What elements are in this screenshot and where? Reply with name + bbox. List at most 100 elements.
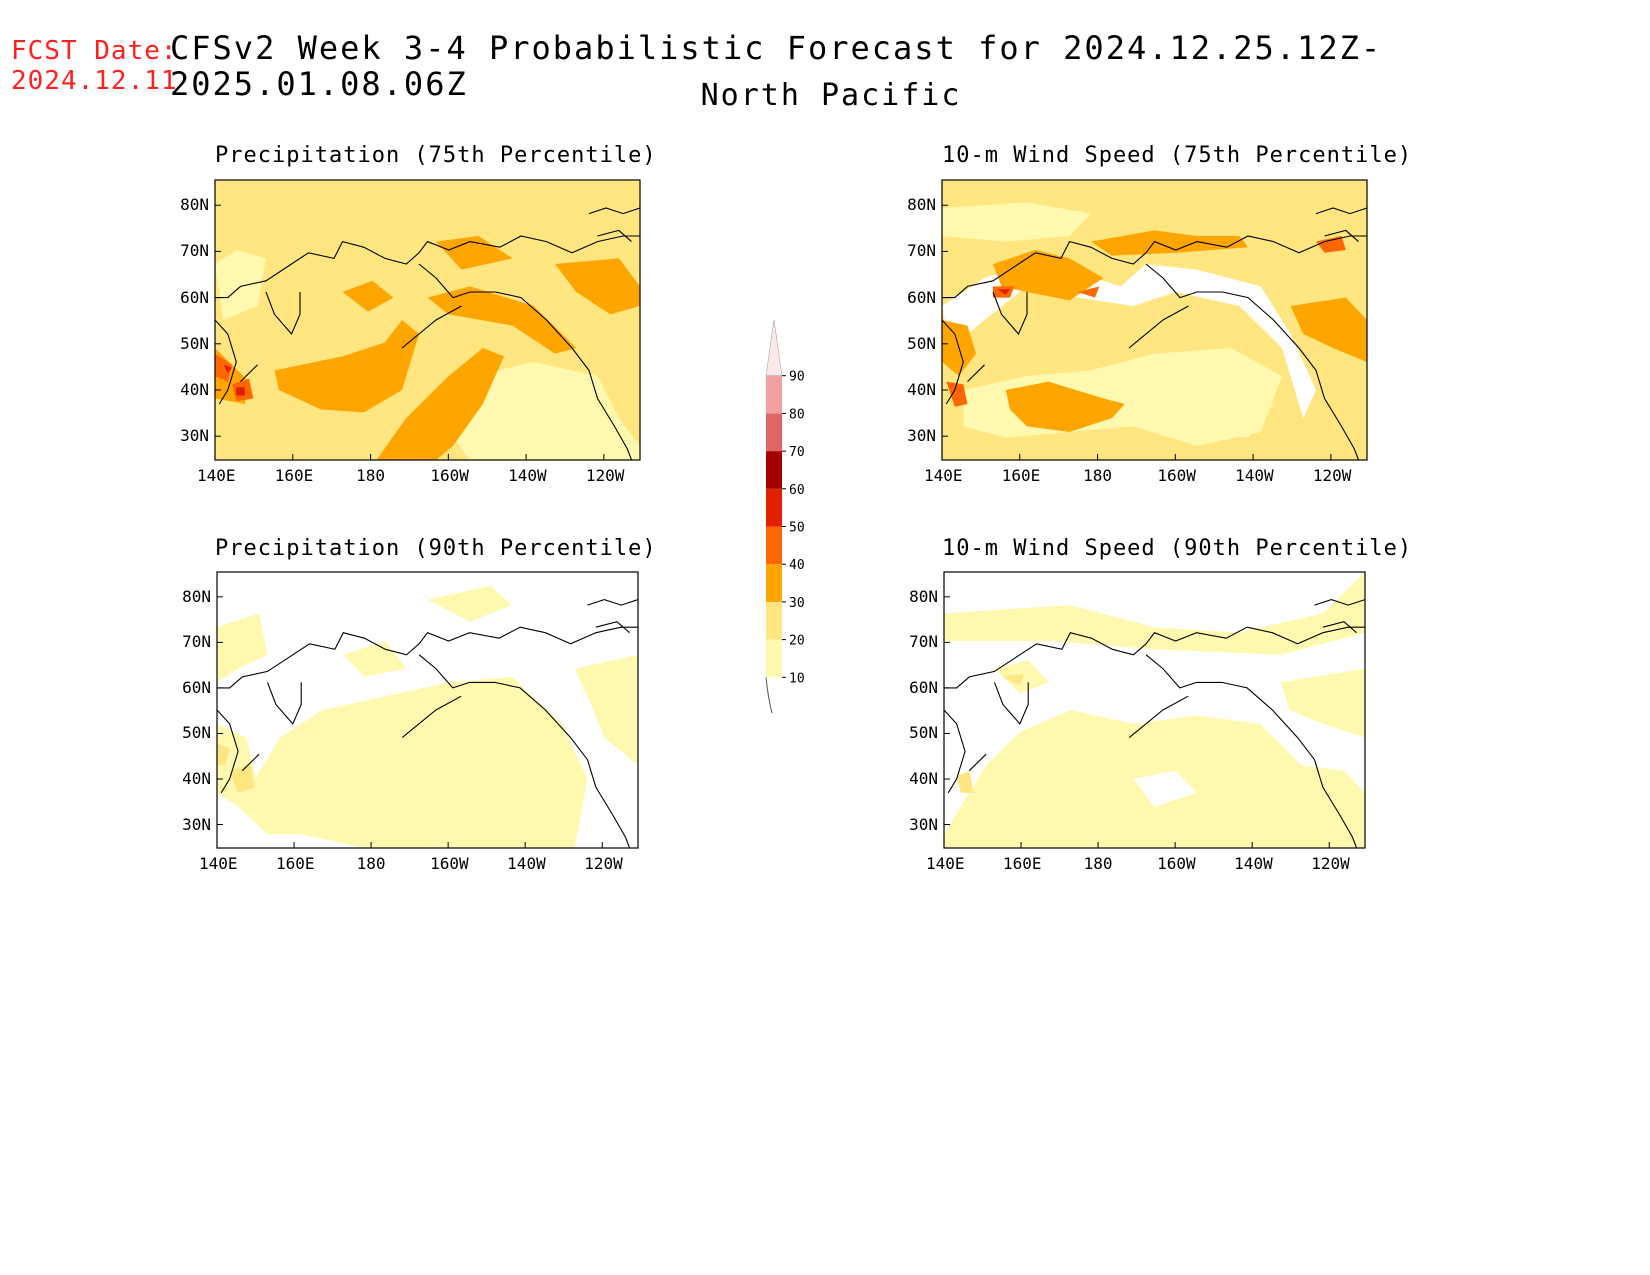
- contour-region: [942, 202, 1091, 242]
- lon-tick-label: 140E: [199, 854, 238, 873]
- lon-tick-label: 180: [356, 854, 386, 873]
- lat-tick-label: 30N: [907, 426, 936, 446]
- panel-title-wind90: 10-m Wind Speed (90th Percentile): [942, 536, 1413, 561]
- contour-region: [1205, 381, 1274, 438]
- lat-tick-label: 70N: [907, 241, 936, 261]
- region-label: North Pacific: [700, 78, 962, 113]
- contour-region: [555, 258, 640, 315]
- lat-tick-label: 50N: [180, 333, 209, 353]
- lon-tick-label: 140E: [924, 466, 963, 485]
- lon-tick-label: 120W: [1312, 466, 1352, 485]
- lon-tick-label: 180: [1083, 466, 1112, 485]
- contour-region: [343, 641, 407, 677]
- contour-region: [1133, 770, 1197, 807]
- coastline: [968, 753, 987, 772]
- colorbar-label: 50: [789, 521, 805, 536]
- colorbar-segment: [765, 319, 783, 376]
- coastline: [943, 709, 966, 794]
- contour-region: [1005, 381, 1125, 432]
- colorbar-segment: [766, 564, 782, 602]
- coastline: [1315, 207, 1368, 215]
- lat-tick-label: 50N: [907, 333, 936, 353]
- lat-tick-label: 40N: [180, 380, 209, 399]
- coastline: [1128, 305, 1189, 349]
- colorbar-label: 80: [789, 407, 805, 422]
- region-subtitle: North Pacific: [0, 78, 1650, 113]
- coastline: [1128, 695, 1189, 739]
- colorbar-label: 30: [789, 596, 805, 611]
- coastline: [595, 621, 630, 634]
- coastline: [967, 364, 985, 382]
- contour-region: [1002, 674, 1024, 686]
- contour-region: [944, 572, 1365, 655]
- lon-tick-label: 160E: [1003, 854, 1042, 873]
- panel-title-precip90: Precipitation (90th Percentile): [215, 536, 657, 561]
- lat-tick-label: 70N: [909, 632, 938, 652]
- coastline: [992, 291, 1028, 336]
- lat-tick-label: 80N: [180, 195, 209, 215]
- lon-tick-label: 140E: [197, 466, 236, 485]
- coastline: [418, 263, 633, 461]
- contour-region: [942, 264, 1316, 418]
- coastline: [240, 364, 258, 382]
- lat-tick-label: 30N: [909, 814, 938, 834]
- contour-region: [1280, 668, 1365, 738]
- colorbar-label: 10: [789, 671, 805, 686]
- lon-tick-label: 120W: [585, 466, 625, 485]
- coastline: [597, 229, 632, 243]
- lon-tick-label: 160E: [274, 466, 314, 485]
- precip75-map: [214, 179, 641, 461]
- colorbar-segment: [766, 601, 782, 640]
- contour-region: [223, 364, 232, 374]
- contour-region: [229, 765, 255, 793]
- colorbar-label: 40: [789, 558, 805, 573]
- lon-tick-label: 140W: [507, 854, 546, 873]
- colorbar-segment: [766, 526, 782, 565]
- lat-tick-label: 60N: [182, 677, 211, 697]
- colorbar-label: 60: [789, 483, 805, 498]
- contour-region: [956, 770, 974, 793]
- coastline: [588, 207, 641, 215]
- coastline: [1145, 654, 1358, 849]
- lat-tick-label: 70N: [180, 241, 209, 261]
- coastline: [1324, 229, 1359, 243]
- contour-region: [946, 381, 968, 407]
- contour-region: [427, 585, 512, 622]
- lat-tick-label: 70N: [182, 632, 211, 652]
- coastline: [941, 319, 964, 405]
- contour-region: [217, 743, 230, 766]
- contour-region: [427, 286, 577, 354]
- map-frame: [943, 571, 1366, 849]
- coastline: [215, 235, 640, 299]
- map-frame: [941, 179, 1368, 461]
- lat-tick-label: 60N: [907, 287, 936, 307]
- panel-title-precip75: Precipitation (75th Percentile): [215, 143, 657, 168]
- coastline: [401, 305, 462, 349]
- colorbar-segment: [766, 375, 782, 414]
- lon-tick-label: 160W: [430, 466, 469, 485]
- lon-tick-label: 140W: [1235, 466, 1274, 485]
- contour-region: [217, 613, 268, 683]
- lat-tick-label: 80N: [909, 586, 938, 606]
- coastline: [942, 235, 1367, 299]
- page-title: CFSv2 Week 3-4 Probabilistic Forecast fo…: [170, 29, 1383, 103]
- lon-tick-label: 120W: [1311, 854, 1350, 873]
- lon-tick-label: 120W: [584, 854, 623, 873]
- contour-region: [448, 362, 640, 460]
- contour-region: [215, 353, 232, 382]
- lat-tick-label: 50N: [909, 723, 938, 743]
- lat-tick-label: 60N: [909, 677, 938, 697]
- colorbar-segment: [766, 451, 782, 489]
- coastline: [587, 599, 639, 606]
- contour-region: [238, 676, 588, 848]
- contour-region: [215, 250, 266, 320]
- coastline: [217, 626, 638, 689]
- lon-tick-label: 140E: [926, 854, 965, 873]
- wind75-map: [941, 179, 1368, 461]
- forecast-date-label: FCST Date:: [11, 36, 178, 66]
- contour-region: [997, 289, 1010, 295]
- contour-region: [1090, 230, 1248, 256]
- lon-tick-label: 140W: [508, 466, 547, 485]
- coastline: [401, 695, 462, 739]
- lat-tick-label: 40N: [907, 380, 936, 399]
